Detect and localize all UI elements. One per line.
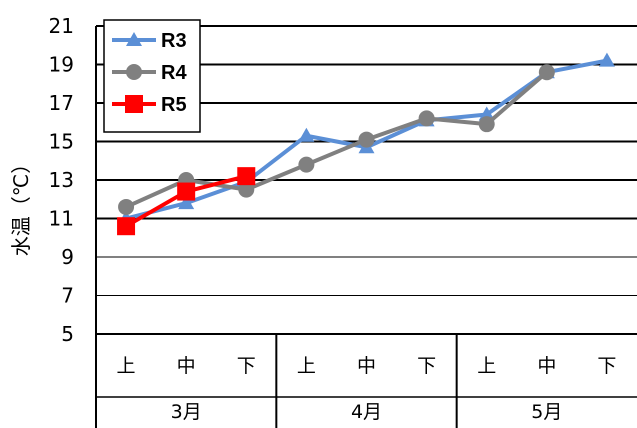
x-tick-label: 下 xyxy=(417,355,436,377)
legend-marker xyxy=(126,32,142,46)
y-tick-labels: 5 7 9 11 13 15 17 19 21 xyxy=(49,14,74,346)
y-tick-label: 15 xyxy=(49,130,74,154)
category-axis-table: 上 中 下 上 中 下 上 中 下 3月 4月 5月 xyxy=(96,333,637,428)
x-tick-label: 上 xyxy=(477,355,496,377)
series-r4-point xyxy=(238,181,255,198)
y-axis-label: 水温（℃） xyxy=(9,154,33,256)
x-tick-label: 上 xyxy=(297,355,316,377)
series-r5-point xyxy=(117,217,136,236)
group-label: 3月 xyxy=(171,401,202,423)
x-tick-label: 中 xyxy=(357,355,376,377)
series-r4-point xyxy=(478,116,495,133)
series-r4-point xyxy=(298,156,315,173)
series-layer xyxy=(117,52,615,236)
series-r4-point xyxy=(358,131,375,148)
legend-label: R3 xyxy=(161,30,187,52)
y-tick-label: 9 xyxy=(61,245,74,269)
series-r4-point xyxy=(538,64,555,81)
series-r3-point xyxy=(598,52,615,67)
series-r5-point xyxy=(177,182,196,201)
series-r4-point xyxy=(418,110,435,127)
legend-marker xyxy=(126,64,142,80)
series-r5-point xyxy=(237,167,256,186)
x-tick-label: 下 xyxy=(237,355,256,377)
x-tick-label: 上 xyxy=(117,355,136,377)
y-tick-label: 5 xyxy=(61,322,74,346)
legend-label: R4 xyxy=(161,62,187,84)
group-label: 5月 xyxy=(531,401,562,423)
series-r4-line xyxy=(125,70,549,209)
group-label: 4月 xyxy=(351,401,382,423)
series-r3-point xyxy=(178,195,195,210)
series-r4 xyxy=(118,64,555,215)
x-tick-label: 下 xyxy=(597,355,616,377)
series-r3-point xyxy=(478,106,495,121)
y-tick-label: 7 xyxy=(61,284,74,308)
y-tick-label: 19 xyxy=(49,53,74,77)
y-tick-label: 17 xyxy=(49,91,74,115)
legend-label: R5 xyxy=(161,94,187,116)
legend-marker xyxy=(125,95,143,113)
x-tick-label: 中 xyxy=(177,355,196,377)
y-tick-label: 11 xyxy=(49,207,74,231)
series-r3-point xyxy=(298,127,315,142)
y-tick-label: 21 xyxy=(49,14,74,38)
y-tick-label: 13 xyxy=(49,168,74,192)
series-r5 xyxy=(117,167,256,236)
legend: R3 R4 R5 xyxy=(103,19,201,133)
x-tick-label: 中 xyxy=(537,355,556,377)
series-r4-point xyxy=(118,198,135,215)
